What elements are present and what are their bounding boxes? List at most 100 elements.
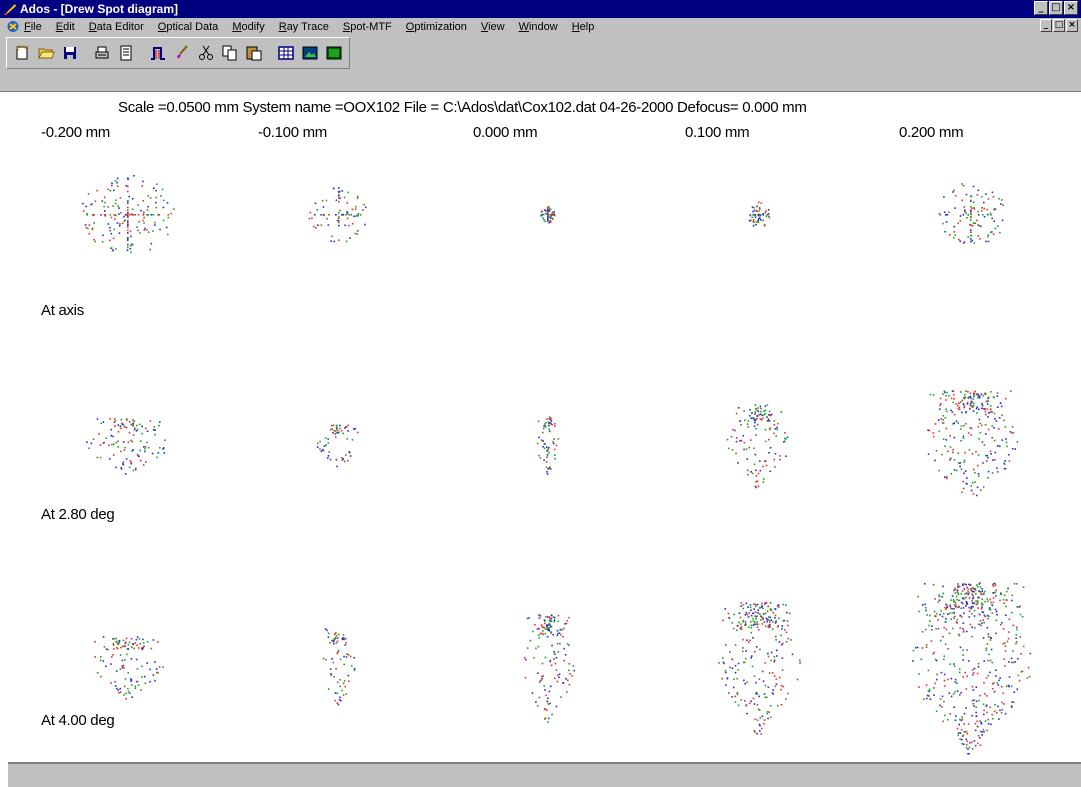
menu-edit[interactable]: Edit	[55, 20, 75, 33]
maximize-button[interactable]: □	[1049, 1, 1063, 15]
ray-point	[972, 587, 975, 590]
ray-point	[134, 687, 137, 689]
ray-point	[933, 687, 935, 689]
ray-point	[572, 665, 575, 667]
doc-restore-button[interactable]: □	[1053, 19, 1065, 32]
menu-view[interactable]: View	[480, 20, 505, 33]
menu-data-editor[interactable]: Data Editor	[88, 20, 144, 33]
copy-icon[interactable]	[218, 41, 242, 65]
menu-window[interactable]: Window	[518, 20, 558, 33]
grid-icon[interactable]	[274, 41, 298, 65]
ray-point	[115, 641, 117, 643]
ray-point	[541, 675, 543, 678]
ray-point	[141, 185, 144, 187]
ray-point	[325, 199, 328, 202]
ray-point	[755, 681, 757, 684]
ray-point	[774, 617, 776, 619]
ray-point	[767, 213, 770, 215]
ray-point	[721, 677, 723, 680]
ray-point	[149, 248, 151, 251]
minimize-button[interactable]: _	[1034, 1, 1048, 15]
ray-point	[341, 190, 344, 192]
ray-point	[799, 662, 801, 664]
ray-point	[551, 713, 553, 716]
ray-point	[725, 644, 727, 646]
menu-modify[interactable]: Modify	[232, 20, 265, 33]
close-button[interactable]: ×	[1064, 1, 1078, 15]
ray-point	[773, 656, 776, 658]
ray-point	[537, 672, 539, 674]
brush-icon[interactable]	[170, 41, 194, 65]
ray-point	[952, 393, 955, 396]
menu-file[interactable]: File	[24, 20, 42, 33]
ray-point	[955, 595, 958, 598]
ray-point	[92, 214, 95, 216]
ray-point	[776, 655, 778, 657]
chart-icon[interactable]	[322, 41, 346, 65]
ray-point	[141, 648, 144, 650]
ray-point	[542, 630, 544, 632]
ray-point	[963, 487, 965, 490]
ray-point	[970, 606, 972, 608]
ray-point	[157, 214, 159, 216]
document-icon[interactable]	[6, 20, 20, 33]
ray-point	[942, 592, 945, 595]
ray-point	[128, 195, 130, 198]
ray-point	[343, 196, 346, 199]
ray-point	[947, 648, 949, 650]
ray-point	[162, 448, 164, 450]
print-icon[interactable]	[90, 41, 114, 65]
menu-optimization[interactable]: Optimization	[405, 20, 467, 33]
ray-point	[972, 590, 974, 593]
ray-point	[85, 205, 87, 208]
ray-point	[977, 464, 979, 467]
spot-diagram-r2-c0	[94, 636, 164, 700]
ray-point	[994, 584, 997, 587]
menu-spot-mtf[interactable]: Spot-MTF	[342, 20, 392, 33]
ray-point	[979, 586, 982, 588]
ray-point	[945, 628, 948, 631]
save-icon[interactable]	[58, 41, 82, 65]
open-icon[interactable]	[34, 41, 58, 65]
ray-point	[102, 234, 104, 237]
doc-close-button[interactable]: ×	[1066, 19, 1078, 32]
ray-point	[101, 240, 104, 243]
ray-point	[723, 662, 725, 665]
cut-icon[interactable]	[194, 41, 218, 65]
ray-point	[790, 639, 792, 641]
ray-point	[757, 623, 759, 626]
menu-help[interactable]: Help	[571, 20, 595, 33]
ray-point	[938, 595, 941, 598]
ray-point	[953, 236, 955, 239]
status-bar	[8, 762, 1081, 787]
ray-point	[977, 473, 980, 475]
ray-point	[1012, 661, 1015, 664]
new-icon[interactable]	[10, 41, 34, 65]
image-icon[interactable]	[298, 41, 322, 65]
ray-point	[115, 637, 117, 640]
menu-optical-data[interactable]: Optical Data	[157, 20, 219, 33]
ray-point	[753, 729, 756, 732]
ray-point	[125, 458, 128, 460]
ray-point	[751, 411, 753, 414]
ray-point	[1002, 598, 1005, 601]
ray-point	[735, 437, 738, 439]
ray-point	[986, 408, 989, 411]
doc-minimize-button[interactable]: _	[1040, 19, 1052, 32]
ray-point	[91, 228, 94, 231]
ray-point	[739, 420, 742, 423]
profile-icon[interactable]	[146, 41, 170, 65]
ray-point	[759, 648, 761, 651]
menu-ray-trace[interactable]: Ray Trace	[278, 20, 329, 33]
ray-point	[1019, 613, 1022, 616]
paste-icon[interactable]	[242, 41, 266, 65]
ray-point	[1003, 703, 1005, 705]
ray-point	[758, 206, 761, 209]
ray-point	[336, 681, 339, 684]
ray-point	[538, 617, 541, 619]
ray-point	[562, 682, 564, 684]
ray-point	[942, 612, 945, 615]
print-preview-icon[interactable]	[114, 41, 138, 65]
ray-point	[918, 610, 920, 613]
ados-app-icon[interactable]	[3, 2, 17, 16]
